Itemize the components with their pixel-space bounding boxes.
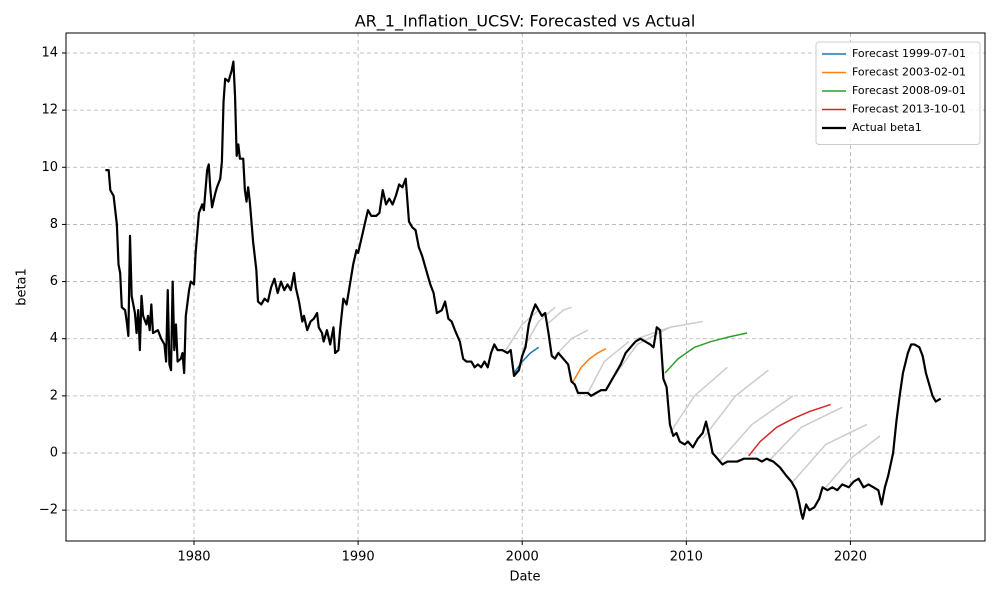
x-tick-label: 1980 [177, 550, 210, 565]
x-tick-label: 2010 [670, 550, 703, 565]
forecast-path [505, 309, 540, 351]
legend-label: Forecast 2008-09-01 [852, 84, 966, 97]
y-tick-label: 6 [50, 274, 58, 289]
legend-label: Forecast 2013-10-01 [852, 103, 966, 116]
x-axis-label: Date [509, 570, 540, 585]
legend-label: Forecast 1999-07-01 [852, 47, 966, 60]
series-line [513, 346, 540, 374]
series-line [664, 332, 748, 374]
plot-area [105, 60, 942, 520]
series-line [105, 60, 942, 520]
y-tick-label: 8 [50, 217, 58, 232]
y-axis-label: beta1 [15, 268, 30, 306]
y-tick-label: 14 [41, 46, 58, 61]
axes-frame [65, 32, 986, 542]
chart-title: AR_1_Inflation_UCSV: Forecasted vs Actua… [355, 12, 696, 32]
x-tick-label: 2020 [834, 550, 867, 565]
legend: Forecast 1999-07-01 Forecast 2003-02-01 Fo… [815, 41, 981, 145]
forecast-path [792, 423, 868, 483]
forecast-path [546, 306, 572, 325]
y-tick-label: 12 [41, 103, 58, 118]
x-tick-label: 2000 [506, 550, 539, 565]
y-tick-label: 10 [41, 160, 58, 175]
forecast-path [767, 406, 843, 463]
forecast-path [636, 320, 703, 340]
forecast-path [554, 329, 589, 357]
series-line [748, 403, 831, 457]
y-tick-label: 0 [50, 446, 58, 461]
x-tick-label: 1990 [342, 550, 375, 565]
forecast-path [521, 306, 556, 351]
legend-label: Forecast 2003-02-01 [852, 66, 966, 79]
forecast-path [702, 369, 769, 440]
legend-box [815, 41, 981, 145]
forecast-path [825, 435, 881, 488]
forecast-path [718, 395, 794, 463]
forecast-path [611, 326, 671, 380]
y-tick-label: 4 [50, 331, 58, 346]
y-tick-label: 2 [50, 388, 58, 403]
y-tick-label: −2 [39, 503, 58, 518]
forecast-path [587, 340, 630, 394]
series-line [572, 348, 607, 382]
forecast-path [669, 366, 728, 434]
legend-label: Actual beta1 [852, 121, 922, 134]
